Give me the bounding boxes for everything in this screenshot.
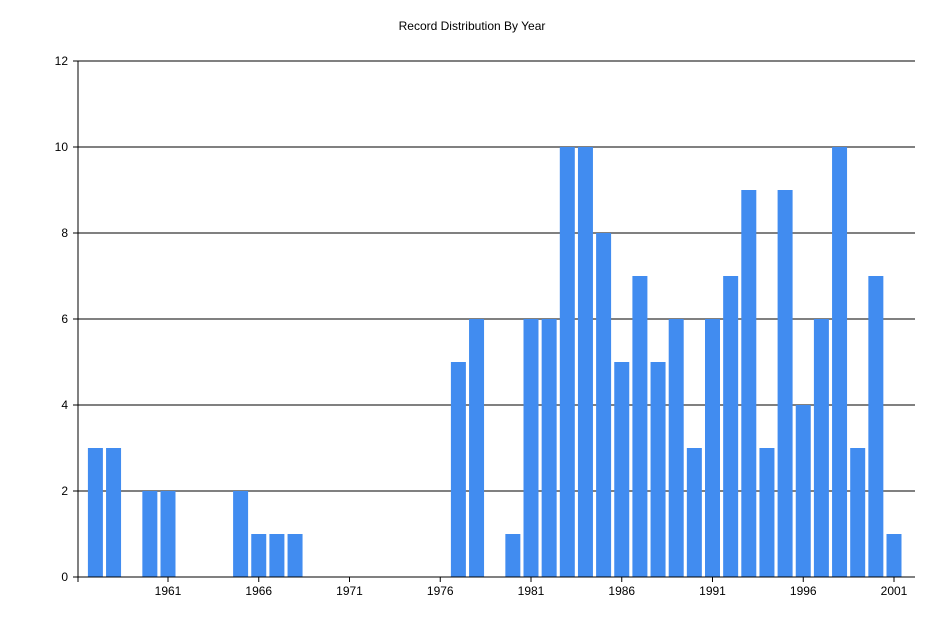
bar [269, 534, 285, 577]
y-tick-label: 8 [61, 226, 68, 240]
y-tick-label: 0 [61, 570, 68, 584]
bar [251, 534, 267, 577]
bar [777, 190, 793, 577]
bar [868, 276, 884, 577]
y-tick-label: 12 [55, 54, 69, 68]
bar [559, 147, 575, 577]
bar [813, 319, 829, 577]
x-tick-label: 2001 [881, 584, 908, 598]
axes: 0 2 4 6 8 10 12 1961 1966 1971 1976 1981 1986 1991 199… [55, 54, 915, 598]
bar [469, 319, 485, 577]
x-tick-label: 1971 [336, 584, 363, 598]
bar [142, 491, 158, 577]
x-tick-label: 1976 [427, 584, 454, 598]
x-tick-label: 1961 [155, 584, 182, 598]
bar [87, 448, 103, 577]
bar [832, 147, 848, 577]
bar [233, 491, 249, 577]
bar [795, 405, 811, 577]
y-tick-label: 2 [61, 484, 68, 498]
y-tick-label: 4 [61, 398, 68, 412]
bar [160, 491, 176, 577]
bar [850, 448, 866, 577]
y-tick-label: 10 [55, 140, 69, 154]
chart-title: Record Distribution By Year [399, 19, 546, 33]
bar [723, 276, 739, 577]
gridlines [78, 60, 915, 492]
bar [741, 190, 757, 577]
bar [632, 276, 648, 577]
bar [505, 534, 521, 577]
bar [450, 362, 466, 577]
bar [886, 534, 902, 577]
bar [668, 319, 684, 577]
bar [106, 448, 122, 577]
bar [650, 362, 666, 577]
x-tick-label: 1966 [245, 584, 272, 598]
x-tick-label: 1981 [518, 584, 545, 598]
bar [759, 448, 775, 577]
bar [686, 448, 702, 577]
y-tick-label: 6 [61, 312, 68, 326]
bar [523, 319, 539, 577]
x-tick-label: 1996 [790, 584, 817, 598]
bar [287, 534, 303, 577]
bar [541, 319, 557, 577]
bars [87, 147, 902, 577]
bar [577, 147, 593, 577]
bar [614, 362, 630, 577]
bar [705, 319, 720, 577]
x-tick-label: 1991 [699, 584, 726, 598]
x-tick-label: 1986 [608, 584, 635, 598]
bar [596, 233, 612, 577]
